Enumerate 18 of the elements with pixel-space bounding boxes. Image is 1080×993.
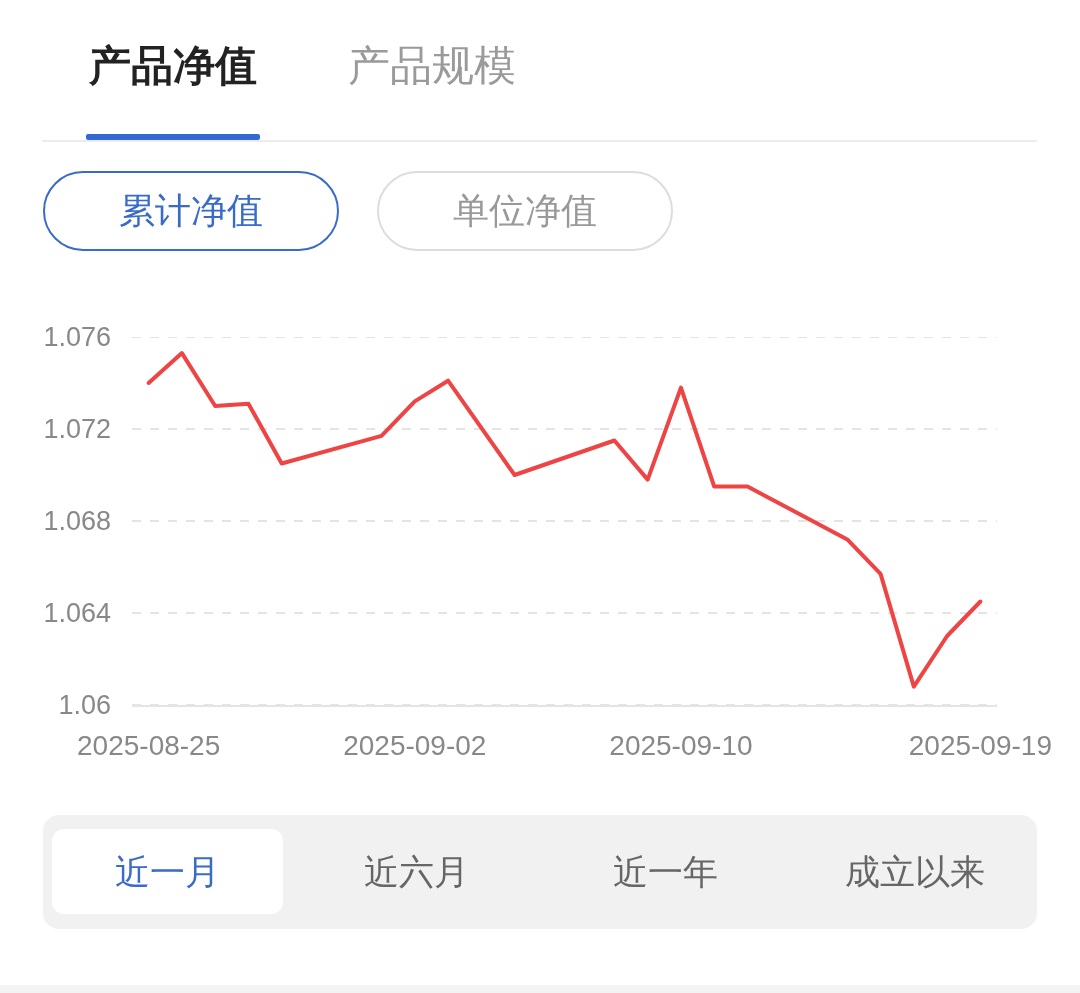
y-tick-label: 1.064 bbox=[43, 598, 111, 629]
y-tick-label: 1.06 bbox=[58, 690, 111, 721]
y-tick-label: 1.072 bbox=[43, 414, 111, 445]
x-tick-label: 2025-08-25 bbox=[77, 729, 221, 761]
range-button[interactable]: 近六月 bbox=[301, 829, 532, 914]
y-tick-label: 1.076 bbox=[43, 322, 111, 353]
tab[interactable]: 产品规模 bbox=[345, 40, 519, 92]
x-tick-label: 2025-09-02 bbox=[343, 729, 487, 761]
tab[interactable]: 产品净值 bbox=[86, 40, 260, 92]
range-button[interactable]: 近一月 bbox=[52, 829, 283, 914]
x-tick-label: 2025-09-19 bbox=[908, 729, 1052, 761]
toggle-button[interactable]: 累计净值 bbox=[43, 171, 339, 251]
range-button[interactable]: 近一年 bbox=[550, 829, 781, 914]
y-tick-label: 1.068 bbox=[43, 506, 111, 537]
range-button[interactable]: 成立以来 bbox=[799, 829, 1030, 914]
x-tick-label: 2025-09-10 bbox=[609, 729, 753, 761]
line-series bbox=[146, 351, 983, 689]
toggle-button[interactable]: 单位净值 bbox=[377, 171, 673, 251]
